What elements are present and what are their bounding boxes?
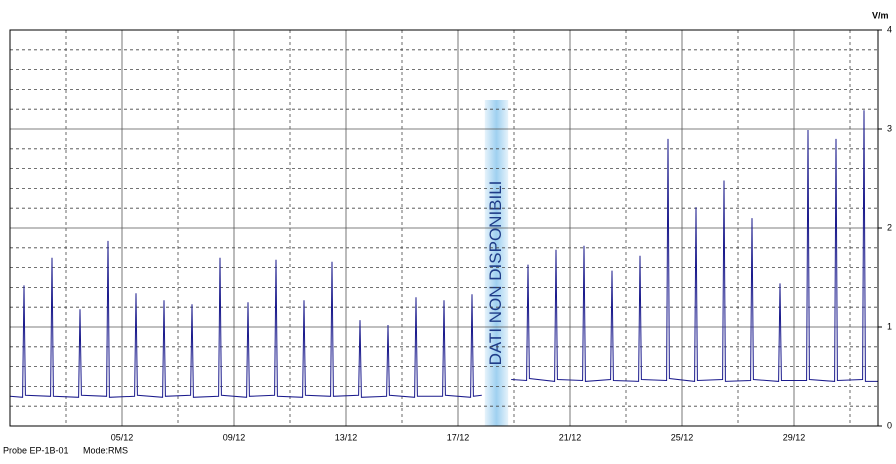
x-tick-label: 05/12 (111, 432, 134, 442)
no-data-band (484, 100, 509, 426)
y-tick-label: 3 (887, 123, 892, 133)
x-tick-label: 25/12 (671, 432, 694, 442)
series-line (9, 110, 878, 398)
y-tick-label: 1 (887, 321, 892, 331)
x-tick-label: 21/12 (559, 432, 582, 442)
mode-label: Mode:RMS (83, 445, 128, 455)
probe-label: Probe EP-1B-01 (3, 445, 69, 455)
y-unit: V/m (872, 10, 889, 20)
x-tick-label: 09/12 (223, 432, 246, 442)
x-tick-label: 29/12 (783, 432, 806, 442)
y-tick-label: 4 (887, 24, 892, 34)
x-tick-label: 13/12 (335, 432, 358, 442)
plot-frame (9, 29, 879, 427)
no-data-label: DATI NON DISPONIBILI (486, 181, 505, 366)
x-tick-label: 17/12 (447, 432, 470, 442)
y-tick-label: 2 (887, 222, 892, 232)
y-tick-label: 0 (887, 420, 892, 430)
